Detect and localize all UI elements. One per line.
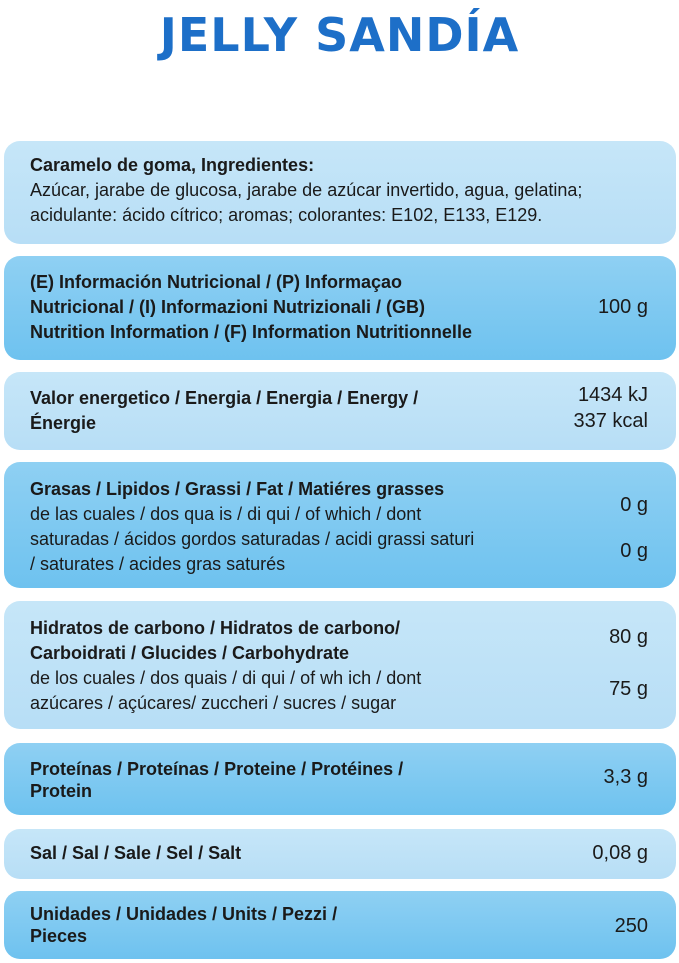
info-value: 100 g (597, 296, 648, 318)
sugar-value: 75 g (609, 678, 648, 700)
info-line-2: Nutricional / (I) Informazioni Nutrizion… (30, 297, 425, 317)
fat-line-3: saturadas / ácidos gordos saturadas / ac… (30, 529, 475, 549)
salt-panel: Sal / Sal / Sale / Sel / Salt 0,08 g (4, 829, 676, 879)
ingredients-heading: Caramelo de goma, Ingredientes: (30, 155, 315, 175)
units-line-1: Unidades / Unidades / Units / Pezzi / (30, 904, 338, 924)
protein-line-1: Proteínas / Proteínas / Proteine / Proté… (30, 759, 404, 779)
carbs-panel: Hidratos de carbono / Hidratos de carbon… (4, 601, 676, 729)
info-line-1: (E) Información Nutricional / (P) Inform… (30, 272, 403, 292)
carbs-value: 80 g (609, 626, 648, 648)
salt-line-1: Sal / Sal / Sale / Sel / Salt (30, 843, 242, 863)
saturates-value: 0 g (620, 540, 648, 562)
energy-kcal: 337 kcal (573, 410, 649, 432)
units-line-2: Pieces (30, 926, 88, 946)
info-line-3: Nutrition Information / (F) Information … (30, 322, 472, 342)
protein-line-2: Protein (30, 781, 93, 801)
fat-value: 0 g (620, 494, 648, 516)
ingredients-line-2: acidulante: ácido cítrico; aromas; color… (30, 205, 543, 225)
energy-line-2: Énergie (30, 413, 97, 433)
units-value: 250 (614, 915, 648, 937)
carbs-line-1: Hidratos de carbono / Hidratos de carbon… (30, 618, 401, 638)
energy-panel: Valor energetico / Energia / Energia / E… (4, 372, 676, 450)
carbs-line-2: Carboidrati / Glucides / Carbohydrate (30, 643, 350, 663)
fat-line-1: Grasas / Lipidos / Grassi / Fat / Matiér… (30, 479, 445, 499)
fat-line-4: / saturates / acides gras saturés (30, 554, 286, 574)
units-panel: Unidades / Unidades / Units / Pezzi / Pi… (4, 891, 676, 959)
fat-panel: Grasas / Lipidos / Grassi / Fat / Matiér… (4, 462, 676, 588)
energy-kj: 1434 kJ (577, 384, 648, 406)
protein-panel: Proteínas / Proteínas / Proteine / Proté… (4, 743, 676, 815)
energy-line-1: Valor energetico / Energia / Energia / E… (30, 388, 419, 408)
nutrition-info-header: (E) Información Nutricional / (P) Inform… (4, 256, 676, 360)
carbs-line-4: azúcares / açúcares/ zuccheri / sucres /… (30, 693, 397, 713)
fat-line-2: de las cuales / dos qua is / di qui / of… (30, 504, 422, 524)
carbs-line-3: de los cuales / dos quais / di qui / of … (30, 668, 422, 688)
protein-value: 3,3 g (603, 766, 648, 788)
product-title: JELLY SANDÍA (159, 8, 520, 62)
ingredients-line-1: Azúcar, jarabe de glucosa, jarabe de azú… (30, 180, 583, 200)
ingredients-panel: Caramelo de goma, Ingredientes: Azúcar, … (4, 141, 676, 244)
salt-value: 0,08 g (592, 842, 648, 864)
